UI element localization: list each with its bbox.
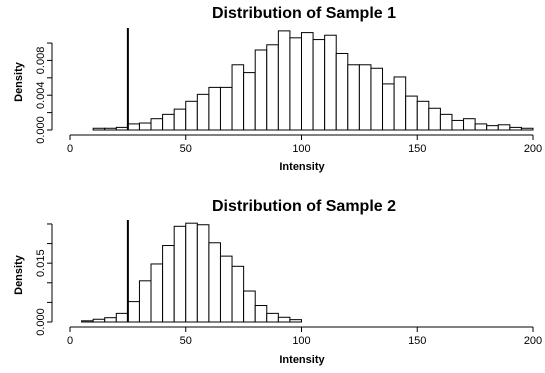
histogram-bar (231, 265, 245, 323)
x-tick-label: 0 (67, 335, 73, 347)
histogram-bar (127, 123, 140, 131)
histogram-bar (393, 76, 407, 131)
histogram-bar (150, 118, 164, 131)
chart-panel-sample-1: Distribution of Sample 1 0 50 100 150 200 0.… (13, 5, 542, 173)
histogram-bar (277, 30, 291, 131)
x-tick-label: 100 (292, 143, 310, 155)
histogram-bar (173, 225, 187, 323)
histogram-bar (497, 124, 511, 131)
y-tick-label: 0.000 (35, 116, 47, 144)
histogram-bar (219, 86, 233, 131)
histogram-bar (185, 100, 198, 131)
histogram-bar (266, 44, 279, 131)
y-tick-label: 0.000 (35, 308, 47, 336)
histogram-bar (347, 64, 360, 131)
histogram-bar (486, 125, 499, 131)
histogram-bar (463, 118, 476, 131)
histogram-bars (81, 222, 303, 323)
x-tick-label: 50 (180, 143, 192, 155)
histogram-bar (162, 245, 175, 323)
x-axis: 0 50 100 150 200 (67, 326, 542, 347)
histogram-bar (104, 127, 117, 131)
histogram-bar (196, 93, 210, 131)
chart-title: Distribution of Sample 1 (212, 5, 396, 22)
x-tick-label: 200 (524, 143, 542, 155)
histogram-bar (439, 113, 453, 131)
chart-panel-sample-2: Distribution of Sample 2 0 50 100 150 200 0.… (13, 198, 542, 366)
histogram-bar (254, 49, 268, 131)
histogram-bar (208, 86, 221, 131)
histogram-bar (370, 67, 384, 131)
y-tick-label: 0.015 (35, 249, 47, 277)
histogram-bar (254, 305, 268, 323)
histogram-bar (208, 242, 221, 323)
histogram-bar (277, 316, 291, 323)
histogram-bar (185, 222, 198, 323)
histogram-bar (150, 263, 164, 323)
histogram-bar (509, 126, 522, 131)
x-tick-label: 0 (67, 143, 73, 155)
histogram-bar (92, 318, 106, 323)
histogram-bar (312, 39, 326, 131)
histogram-bar (243, 290, 256, 323)
x-axis: 0 50 100 150 200 (67, 134, 542, 155)
x-tick-label: 150 (408, 143, 426, 155)
histogram-bar (162, 113, 175, 131)
histogram-bar (104, 317, 117, 323)
histogram-bar (231, 64, 245, 131)
histogram-bar (301, 32, 314, 131)
x-tick-label: 50 (180, 335, 192, 347)
histogram-bar (382, 83, 395, 131)
histogram-bar (451, 119, 465, 131)
histogram-bar (289, 37, 303, 131)
y-tick-label: 0.008 (35, 47, 47, 75)
y-axis: 0.000 0.004 0.008 (35, 42, 53, 144)
histogram-bar (92, 127, 106, 131)
y-axis-label: Density (13, 254, 25, 295)
x-tick-label: 100 (292, 335, 310, 347)
histogram-bar (335, 52, 349, 131)
histogram-bar (520, 127, 534, 131)
x-tick-label: 200 (524, 335, 542, 347)
histogram-bar (115, 312, 129, 323)
histogram-bar (266, 312, 279, 323)
histogram-bar (173, 108, 187, 131)
x-axis-label: Intensity (279, 354, 325, 366)
histogram-bar (138, 280, 152, 323)
x-axis-label: Intensity (279, 161, 325, 173)
histogram-bar (358, 64, 372, 131)
histogram-bar (405, 95, 418, 131)
histogram-bar (127, 301, 140, 323)
y-axis-label: Density (13, 61, 25, 102)
histogram-bar (81, 320, 94, 323)
histogram-bar (474, 123, 488, 131)
histogram-bar (289, 319, 303, 323)
histogram-bar (428, 107, 441, 131)
y-tick-label: 0.004 (35, 81, 47, 109)
histogram-bar (196, 224, 210, 323)
histogram-bars (92, 30, 534, 131)
y-axis: 0.000 0.015 (35, 223, 53, 336)
histogram-bar (324, 34, 337, 131)
x-tick-label: 150 (408, 335, 426, 347)
histogram-bar (115, 126, 129, 131)
histogram-bar (138, 122, 152, 131)
chart-title: Distribution of Sample 2 (212, 198, 396, 215)
histogram-bar (219, 255, 233, 323)
histogram-bar (243, 72, 256, 131)
histogram-bar (416, 100, 430, 131)
